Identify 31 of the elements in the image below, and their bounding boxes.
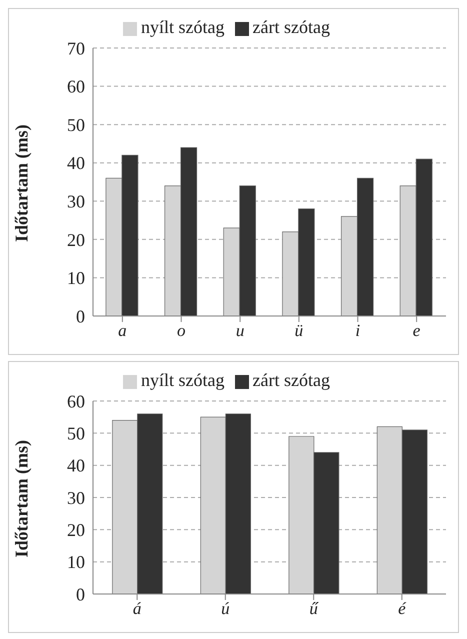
x-tick-label: u [236,321,244,340]
x-tick-label: ü [294,321,304,340]
y-axis-title: Időtartam (ms) [11,124,32,242]
y-axis-title: Időtartam (ms) [11,440,32,558]
y-tick-label: 0 [76,306,85,326]
x-tick-label: ú [221,599,230,618]
x-tick-label: á [132,599,142,618]
legend-label: nyílt szótag [141,17,225,37]
y-tick-label: 40 [67,153,85,174]
y-tick-label: 10 [67,552,85,572]
y-tick-label: 50 [67,114,85,135]
y-tick-label: 30 [67,192,85,212]
x-tick-label: é [398,599,408,618]
legend-label: zárt szótag [252,17,330,37]
y-tick-label: 60 [67,76,85,97]
legend-label: nyílt szótag [141,370,225,390]
y-tick-label: 70 [67,38,85,58]
y-tick-label: 60 [67,391,85,412]
x-tick-label: e [412,321,421,340]
y-tick-label: 50 [67,424,85,444]
x-tick-label: o [177,321,186,340]
x-tick-label: ű [309,599,320,618]
y-tick-label: 30 [67,488,85,508]
y-tick-label: 0 [76,584,85,604]
y-tick-label: 40 [67,456,85,476]
x-tick-label: i [355,321,360,340]
y-tick-label: 10 [67,268,85,288]
legend-label: zárt szótag [252,370,330,390]
y-tick-label: 20 [67,230,85,250]
x-tick-label: a [118,321,127,340]
y-tick-label: 20 [67,520,85,540]
